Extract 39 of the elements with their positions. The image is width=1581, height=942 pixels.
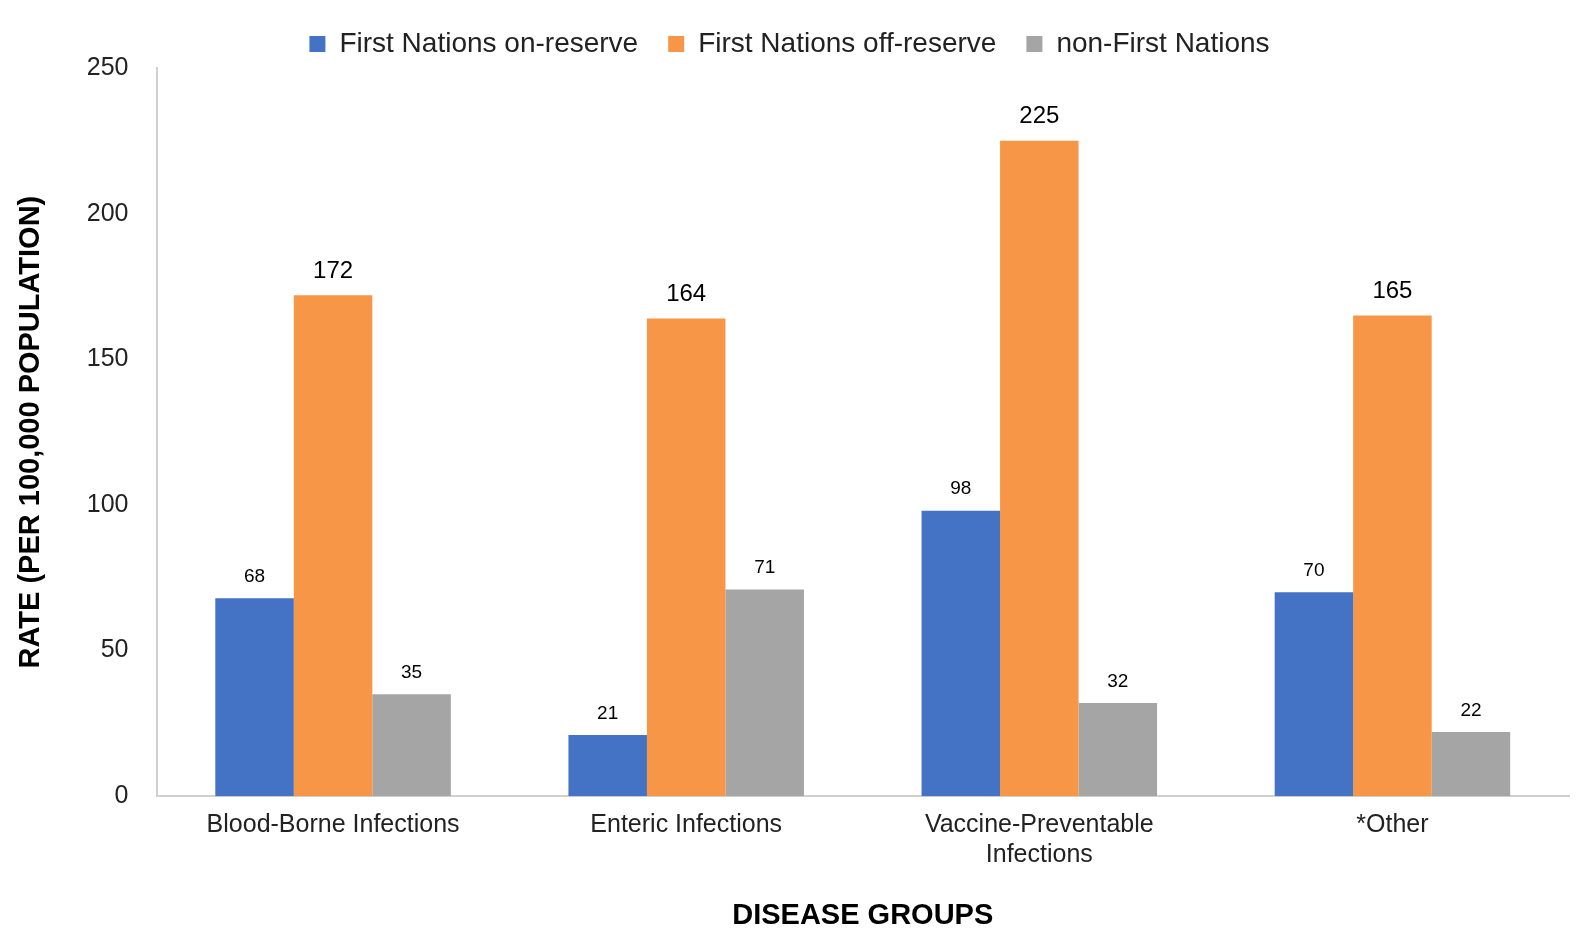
data-label: 225 xyxy=(1019,101,1060,129)
bar xyxy=(293,295,373,797)
y-axis-title: RATE (PER 100,000 POPULATION) xyxy=(13,195,46,669)
y-tick-label: 50 xyxy=(100,634,129,663)
bar xyxy=(1353,315,1432,797)
data-label: 98 xyxy=(950,477,972,499)
y-tick-label: 0 xyxy=(114,780,129,809)
bar xyxy=(725,589,804,797)
data-label: 35 xyxy=(401,660,423,682)
x-tick-label: *Other xyxy=(1356,809,1429,838)
legend-label: First Nations on-reserve xyxy=(339,26,639,58)
data-label: 68 xyxy=(243,564,266,586)
y-tick-label: 150 xyxy=(86,343,129,372)
data-label: 70 xyxy=(1303,559,1325,581)
y-tick-label: 200 xyxy=(86,197,129,226)
data-label: 32 xyxy=(1107,669,1129,691)
legend-label: First Nations off-reserve xyxy=(698,26,997,58)
data-label: 71 xyxy=(754,556,776,578)
bar xyxy=(646,318,726,797)
bar xyxy=(215,598,294,797)
bar xyxy=(921,510,1001,797)
bar xyxy=(372,694,451,797)
x-tick-label: Vaccine-Preventable Infections xyxy=(924,809,1154,868)
x-tick-label: Enteric Infections xyxy=(590,809,783,838)
data-label: 22 xyxy=(1460,698,1482,720)
x-axis-title: DISEASE GROUPS xyxy=(732,897,994,930)
data-label: 21 xyxy=(597,701,619,723)
data-label: 165 xyxy=(1372,276,1413,304)
bar xyxy=(1431,732,1511,797)
y-tick-label: 100 xyxy=(86,488,129,517)
bar xyxy=(1274,592,1354,797)
bar xyxy=(1078,702,1158,797)
bar xyxy=(568,735,647,797)
data-label: 164 xyxy=(666,279,707,307)
y-tick-label: 250 xyxy=(86,51,129,80)
data-label: 172 xyxy=(313,255,354,283)
x-tick-label: Blood-Borne Infections xyxy=(206,809,460,838)
bar xyxy=(1000,140,1079,797)
legend-label: non-First Nations xyxy=(1056,26,1270,58)
